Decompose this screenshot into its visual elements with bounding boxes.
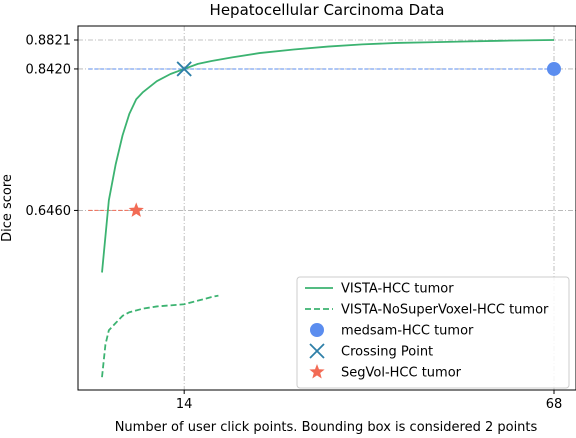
x-axis-label: Number of user click points. Bounding bo…	[115, 420, 538, 434]
x-tick-label: 14	[176, 397, 193, 412]
legend-box	[296, 276, 570, 389]
reference-lines	[88, 68, 554, 211]
legend-label-medsam-hcc-tumor: medsam-HCC tumor	[341, 324, 474, 339]
legend-swatch-medsam-hcc-tumor	[310, 323, 324, 337]
y-tick-label: 0.8420	[26, 62, 72, 77]
y-axis-label: Dice score	[0, 174, 15, 242]
x-tick-label: 68	[546, 397, 563, 412]
legend-swatch-segvol-hcc-tumor	[309, 364, 325, 379]
legend: VISTA-HCC tumor VISTA-NoSuperVoxel-HCC tu…	[296, 276, 570, 389]
series-lines	[101, 39, 555, 378]
marker-segvol-hcc-tumor	[128, 202, 144, 217]
marker-crossing-point	[176, 61, 192, 77]
plot-frame	[77, 25, 576, 391]
y-axis-ticks: 0.6460 0.8420 0.8821	[26, 34, 78, 219]
chart-title: Hepatocellular Carcinoma Data	[210, 1, 445, 19]
marker-crossing-point-stroke-b	[176, 61, 192, 77]
series-markers	[128, 61, 561, 217]
marker-medsam-hcc-tumor	[547, 61, 561, 76]
legend-swatch-crossing-point	[309, 343, 325, 359]
legend-label-crossing-point: Crossing Point	[341, 345, 433, 360]
legend-swatch-crossing-point-stroke-b	[309, 343, 325, 359]
series-line-vista-hcc-tumor	[101, 39, 555, 273]
legend-label-segvol-hcc-tumor: SegVol-HCC tumor	[341, 366, 462, 381]
legend-label-vista-hcc-tumor: VISTA-HCC tumor	[341, 282, 454, 297]
legend-label-vista-nosupervoxel-hcc-tumor: VISTA-NoSuperVoxel-HCC tumor	[341, 303, 549, 318]
y-tick-label: 0.8821	[26, 34, 72, 49]
y-tick-label: 0.6460	[26, 204, 72, 219]
series-line-vista-nosupervoxel-hcc-tumor	[101, 294, 219, 378]
x-axis-ticks: 14 68	[176, 390, 562, 412]
